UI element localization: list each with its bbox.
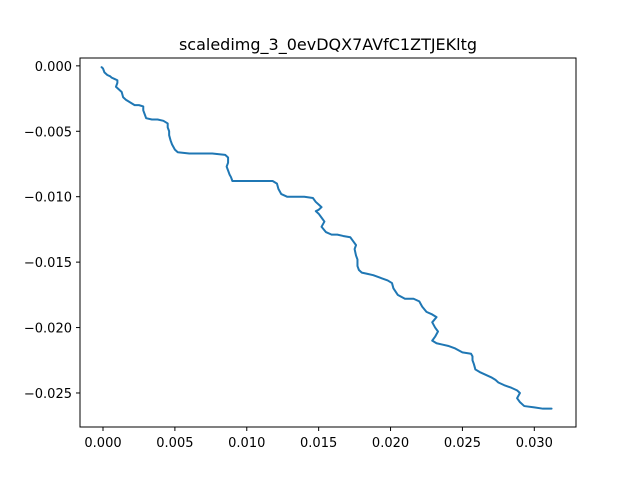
x-tick-label: 0.005 bbox=[156, 436, 193, 451]
chart-title: scaledimg_3_0evDQX7AVfC1ZTJEKltg bbox=[179, 35, 477, 55]
y-tick-label: −0.010 bbox=[24, 191, 72, 206]
x-axis: 0.000 0.005 0.010 0.015 0.020 0.025 0.030 bbox=[84, 427, 553, 451]
y-tick-label: 0.000 bbox=[35, 60, 72, 75]
y-tick-label: −0.020 bbox=[24, 322, 72, 337]
x-tick-label: 0.020 bbox=[372, 436, 409, 451]
x-tick-label: 0.000 bbox=[84, 436, 121, 451]
x-tick-label: 0.030 bbox=[516, 436, 553, 451]
x-tick-label: 0.010 bbox=[228, 436, 265, 451]
axes-frame bbox=[79, 57, 577, 428]
y-tick-label: −0.005 bbox=[24, 125, 72, 140]
x-tick-label: 0.025 bbox=[444, 436, 481, 451]
x-tick-label: 0.015 bbox=[300, 436, 337, 451]
y-axis: 0.000 −0.005 −0.010 −0.015 −0.020 −0.025 bbox=[24, 60, 80, 402]
series-line bbox=[100, 66, 553, 410]
y-tick-label: −0.025 bbox=[24, 387, 72, 402]
plot-area bbox=[100, 66, 553, 410]
y-tick-label: −0.015 bbox=[24, 256, 72, 271]
